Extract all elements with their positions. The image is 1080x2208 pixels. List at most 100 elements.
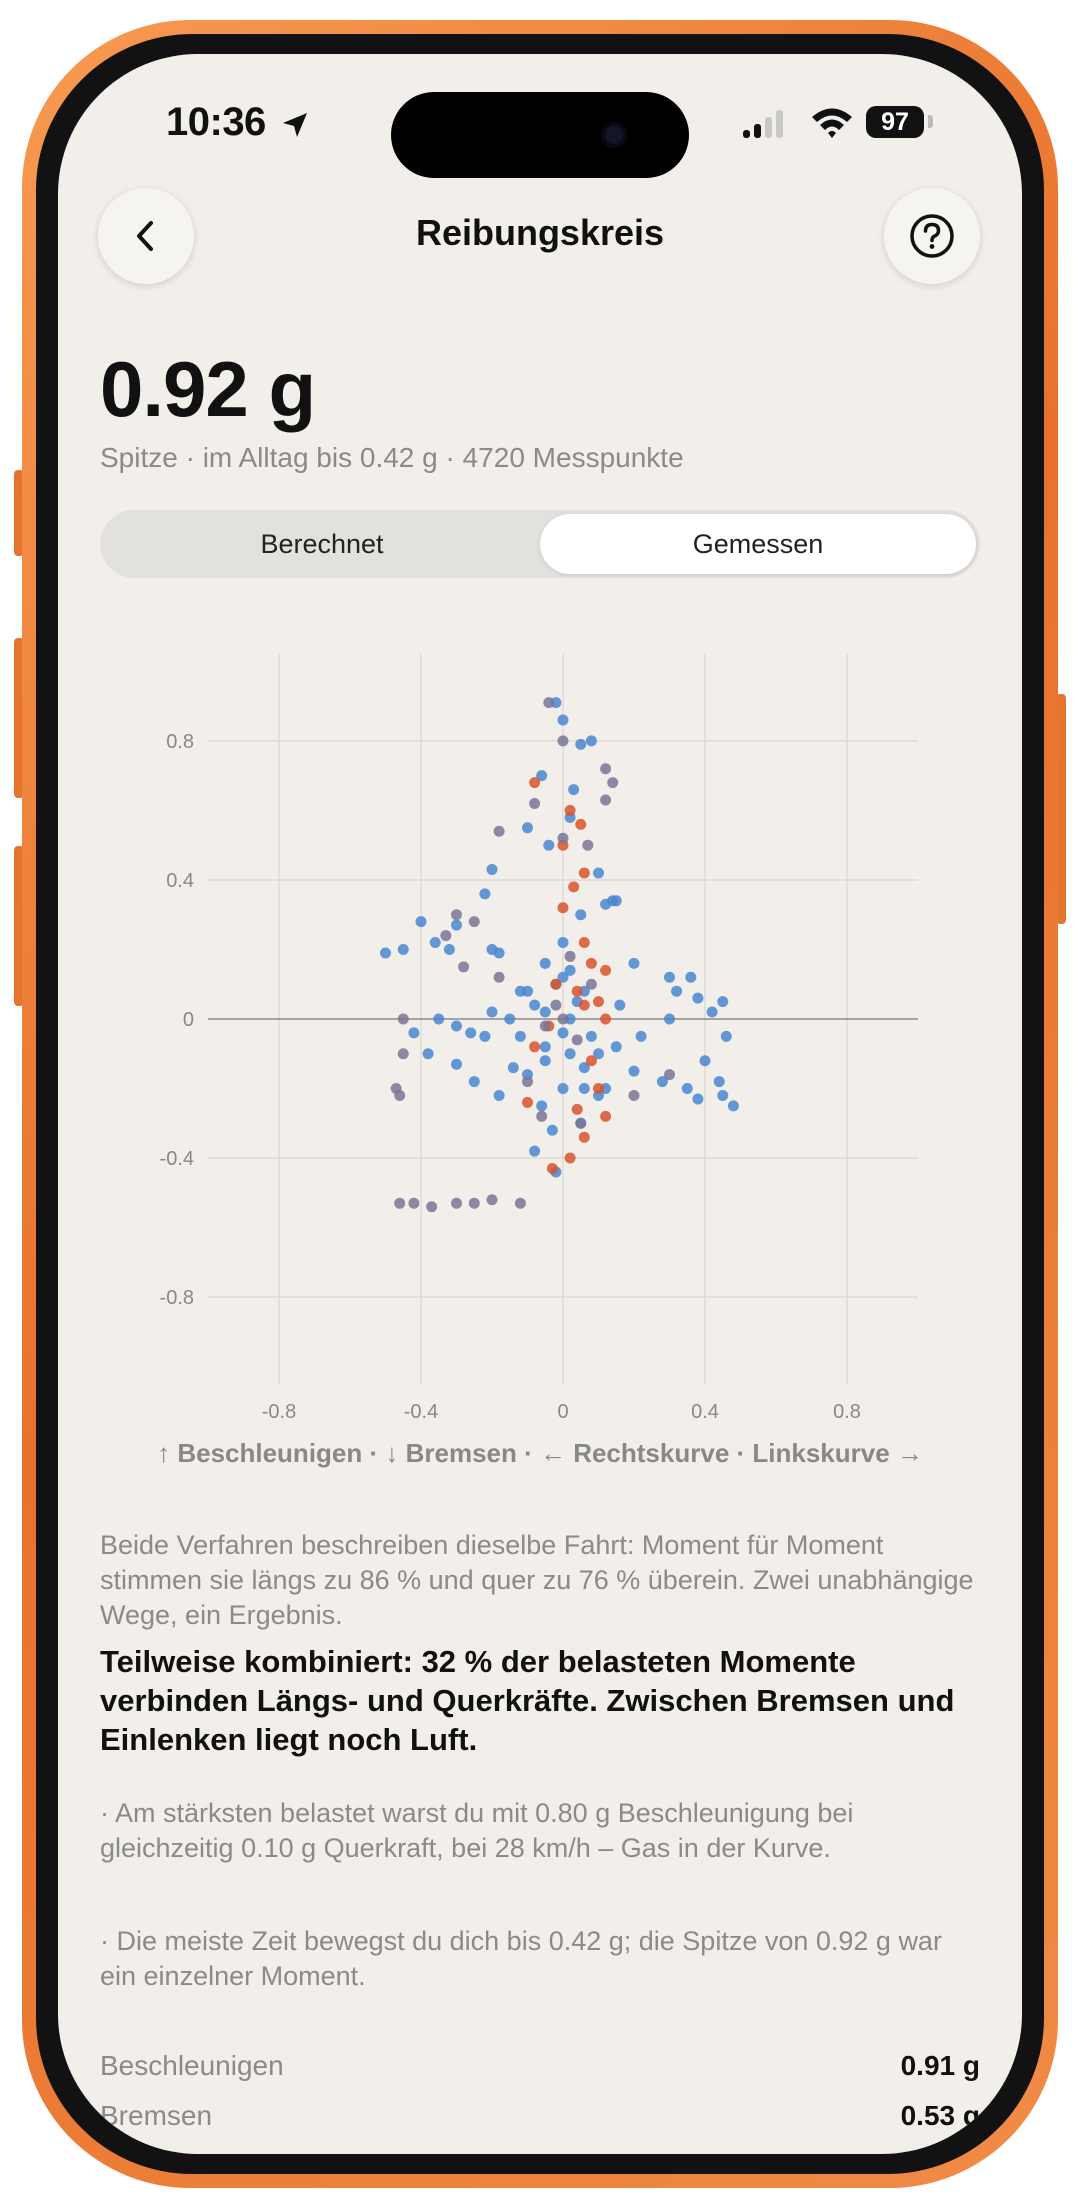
data-point (550, 978, 562, 990)
data-point (671, 985, 683, 997)
data-point (681, 1083, 693, 1095)
x-tick-label: 0.4 (691, 1401, 719, 1423)
segment-gemessen[interactable]: Gemessen (540, 514, 976, 574)
data-point (529, 797, 541, 809)
data-point (578, 937, 590, 949)
data-point (514, 1030, 526, 1042)
data-point (607, 777, 619, 789)
stat-value: 0.91 g (900, 2050, 980, 2081)
data-point (380, 947, 391, 959)
data-point (614, 999, 626, 1011)
data-point (397, 1048, 409, 1060)
x-tick-label: -0.4 (404, 1401, 438, 1423)
help-button[interactable] (884, 188, 980, 284)
data-point (635, 1030, 647, 1042)
agreement-text: Beide Verfahren beschreiben dieselbe Fah… (100, 1530, 974, 1630)
data-point (578, 999, 590, 1011)
back-button[interactable] (98, 188, 194, 284)
data-point (607, 895, 619, 907)
battery-level: 97 (866, 106, 924, 138)
data-point (685, 971, 697, 983)
data-point (433, 1013, 445, 1025)
data-point (557, 714, 569, 726)
data-point (713, 1076, 725, 1088)
data-point (422, 1048, 434, 1060)
data-point (465, 1027, 477, 1039)
data-point (493, 971, 505, 983)
data-point (628, 1065, 640, 1077)
insight-bullet: · Die meiste Zeit bewegst du dich bis 0.… (100, 1926, 942, 1991)
y-tick-label: 0.8 (166, 731, 194, 753)
data-point (550, 999, 562, 1011)
data-point (578, 867, 590, 879)
data-point (543, 697, 555, 709)
dynamic-island (391, 92, 689, 178)
data-point (522, 1076, 533, 1088)
data-point (522, 822, 533, 834)
data-point (415, 916, 427, 928)
data-point (578, 1083, 590, 1095)
data-point (426, 1201, 438, 1213)
insight-bullet: · Am stärksten belastet warst du mit 0.8… (100, 1798, 854, 1863)
data-point (571, 1103, 583, 1115)
peak-subtitle: Spitze · im Alltag bis 0.42 g · 4720 Mes… (100, 442, 684, 473)
friction-circle-chart: -0.8 -0.4 0 0.4 0.8 0.8 0.4 0 -0.4 -0.8 (160, 654, 918, 1423)
data-point (493, 825, 505, 837)
data-point (529, 777, 541, 789)
data-point (557, 1013, 569, 1025)
data-point (468, 1076, 480, 1088)
data-point (699, 1055, 711, 1067)
data-point (706, 1006, 718, 1018)
data-point (539, 1041, 551, 1053)
data-point (628, 1089, 640, 1101)
volume-down-button (14, 846, 24, 1006)
data-point (656, 1076, 668, 1088)
data-point (564, 1048, 576, 1060)
data-point (727, 1100, 739, 1112)
action-button (14, 470, 24, 556)
data-point (458, 961, 470, 973)
data-point (575, 738, 587, 750)
camera-icon (601, 122, 627, 148)
data-point (394, 1197, 406, 1209)
volume-up-button (14, 638, 24, 798)
data-point (529, 1145, 541, 1157)
data-point (546, 1162, 558, 1174)
data-point (585, 1030, 597, 1042)
data-point (664, 1013, 675, 1025)
data-point (557, 902, 569, 914)
data-point (593, 1083, 604, 1095)
data-point (557, 832, 569, 844)
data-point (443, 943, 455, 955)
data-point (557, 971, 569, 983)
data-point (529, 999, 541, 1011)
data-point (578, 1131, 590, 1143)
data-point (600, 1013, 612, 1025)
data-point (575, 818, 587, 830)
data-point (600, 794, 612, 806)
chevron-left-icon (137, 221, 153, 251)
data-point (397, 943, 409, 955)
data-point (692, 1093, 704, 1105)
segment-berechnet[interactable]: Berechnet (260, 529, 384, 559)
data-point (564, 964, 576, 976)
data-point (451, 1020, 462, 1032)
data-point (529, 1041, 541, 1053)
data-point (717, 996, 729, 1008)
stat-label: Beschleunigen (100, 2050, 284, 2081)
data-point (564, 950, 576, 962)
data-point (429, 937, 441, 949)
data-point (539, 1055, 551, 1067)
location-arrow-icon (283, 113, 307, 137)
data-point (593, 996, 604, 1008)
data-point (479, 888, 491, 900)
stat-row-bremsen: Bremsen 0.53 g (100, 2100, 980, 2132)
data-point (408, 1027, 420, 1039)
method-segmented-control: Berechnet Gemessen (100, 510, 980, 578)
stat-label: Bremsen (100, 2100, 213, 2131)
data-point (557, 937, 569, 949)
screen: 10:36 97 Reibungskreis 0.92 g Spitze · i… (58, 54, 1022, 2154)
data-point (564, 804, 576, 816)
data-point (557, 1027, 569, 1039)
data-point (557, 1083, 569, 1095)
